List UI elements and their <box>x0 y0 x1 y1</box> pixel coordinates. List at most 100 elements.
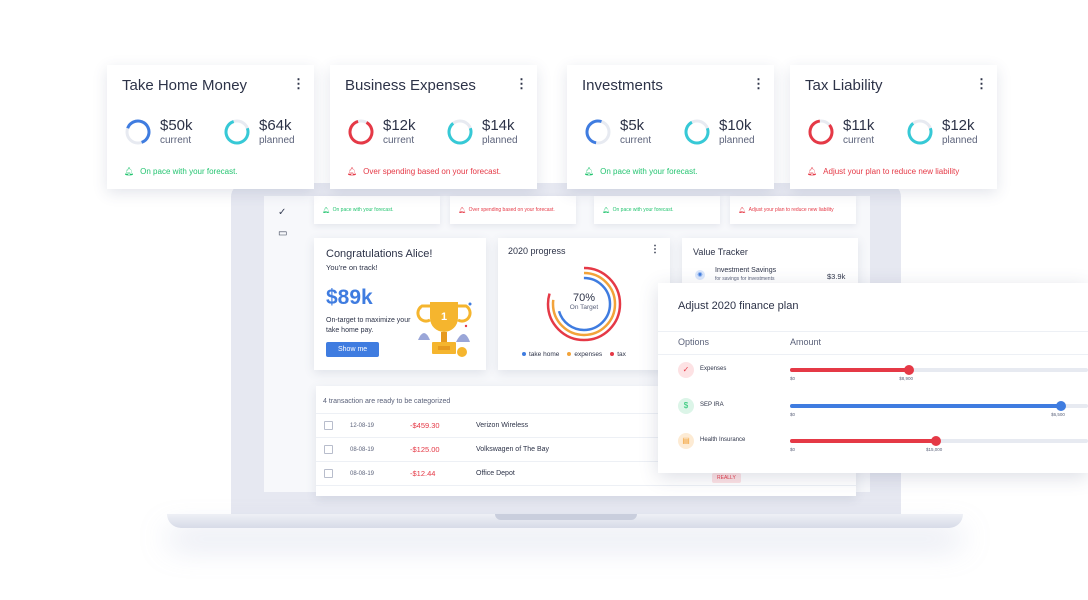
bell-icon: 🔔︎ <box>807 167 818 176</box>
planned-value: $12k <box>942 117 975 134</box>
target-icon: ◉ <box>695 270 705 280</box>
col-amount: Amount <box>790 337 822 347</box>
planned-value: $64k <box>259 117 292 134</box>
row-checkbox[interactable] <box>324 421 333 430</box>
slider-value: $15,000 <box>926 447 943 452</box>
bell-icon: 🔔︎ <box>124 167 135 176</box>
more-menu-icon[interactable]: ⋮ <box>292 76 305 91</box>
card-title: Investments <box>582 77 663 94</box>
tx-merchant: Office Depot <box>476 470 515 477</box>
planned-label: planned <box>719 135 755 146</box>
progress-rings <box>546 266 622 342</box>
tx-merchant: Volkswagen of The Bay <box>476 446 550 453</box>
amount-slider[interactable] <box>790 365 1088 375</box>
status-text: Adjust your plan to reduce new liability <box>823 167 960 176</box>
current-ring-icon <box>125 119 151 144</box>
laptop-base <box>167 514 963 528</box>
tx-amount: -$125.00 <box>410 445 440 454</box>
legend-dot <box>567 352 572 357</box>
plan-row-expenses: ✓ Expenses $0 $8,900 <box>658 355 1088 385</box>
checkmark-icon[interactable]: ✓ <box>278 207 287 218</box>
progress-title: 2020 progress <box>508 246 566 256</box>
status-text: On pace with your forecast. <box>600 167 698 176</box>
current-label: current <box>160 135 192 146</box>
amount-slider[interactable] <box>790 436 1088 446</box>
more-menu-icon[interactable]: ⋮ <box>752 76 765 91</box>
summary-card-business-expenses: Business Expenses ⋮ $12k current $14k plan… <box>330 65 537 189</box>
show-me-button[interactable]: Show me <box>326 341 380 357</box>
slider-min: $0 <box>790 376 796 381</box>
slider-min: $0 <box>790 447 796 452</box>
card-status: 🔔︎ Over spending based on your forecast. <box>347 167 501 176</box>
current-label: current <box>383 135 415 146</box>
plan-row-health-insurance: ▤ Health Insurance $0 $15,000 <box>658 426 1088 456</box>
summary-card-tax-liability: Tax Liability ⋮ $11k current $12k planned … <box>790 65 997 189</box>
congrats-subtitle: You're on track! <box>326 263 378 272</box>
dollar-icon: $ <box>678 398 694 414</box>
current-metric: $12k current <box>347 117 416 146</box>
calendar-icon[interactable]: ▭ <box>278 228 288 239</box>
svg-text:1: 1 <box>441 311 447 323</box>
finance-plan-panel: Adjust 2020 finance plan Options Amount … <box>658 283 1088 473</box>
status-badge: REALLY <box>712 473 741 483</box>
plan-row-label: Expenses <box>700 366 727 372</box>
amount-slider[interactable] <box>790 401 1088 411</box>
tx-amount: -$12.44 <box>410 469 436 478</box>
more-menu-icon[interactable]: ⋮ <box>515 76 528 91</box>
card-title: Business Expenses <box>345 77 476 94</box>
bell-icon: 🔔︎ <box>738 207 746 214</box>
col-options: Options <box>678 337 710 347</box>
current-ring-icon <box>808 119 834 144</box>
mini-status-text: Over spending based on your forecast. <box>468 207 555 213</box>
more-menu-icon[interactable]: ⋮ <box>650 244 660 255</box>
status-text: On pace with your forecast. <box>140 167 238 176</box>
planned-label: planned <box>942 135 978 146</box>
tracker-item-sub: for savings for investments <box>715 276 775 282</box>
progress-percent: 70% <box>572 292 596 304</box>
card-status: 🔔︎ Adjust your plan to reduce new liabili… <box>807 167 959 176</box>
slider-handle[interactable] <box>931 436 942 446</box>
slider-fill <box>790 404 1062 408</box>
progress-legend: take home expenses tax <box>522 351 626 358</box>
current-ring-icon <box>348 119 374 144</box>
tracker-item-label: Investment Savings <box>715 267 777 274</box>
congrats-amount: $89k <box>326 286 373 309</box>
plan-row-label: Health Insurance <box>700 437 746 443</box>
current-value: $11k <box>843 117 875 134</box>
trophy-icon: 1 <box>416 302 472 357</box>
planned-metric: $14k planned <box>446 117 518 146</box>
slider-min: $0 <box>790 412 796 417</box>
tx-date: 08-08-19 <box>350 446 375 453</box>
planned-label: planned <box>482 135 518 146</box>
status-text: Over spending based on your forecast. <box>363 167 502 176</box>
row-checkbox[interactable] <box>324 469 333 478</box>
laptop-notch <box>495 514 637 520</box>
plan-row-sep-ira: $ SEP IRA $0 $6,500 <box>658 391 1088 421</box>
more-menu-icon[interactable]: ⋮ <box>975 76 988 91</box>
finance-plan-title: Adjust 2020 finance plan <box>678 300 799 312</box>
tracker-value: $3.9k <box>827 272 846 281</box>
congrats-note: On-target to maximize your take home pay… <box>326 317 411 334</box>
card-status: 🔔︎ On pace with your forecast. <box>124 167 238 176</box>
legend-item: tax <box>610 351 626 358</box>
bell-icon: 🔔︎ <box>322 207 330 214</box>
checkmark-icon: ✓ <box>678 362 694 378</box>
table-row[interactable]: 12-08-19 -$459.30 Verizon Wireless <box>316 414 856 438</box>
planned-metric: $64k planned <box>223 117 295 146</box>
card-status: 🔔︎ On pace with your forecast. <box>584 167 698 176</box>
bell-icon: 🔔︎ <box>347 167 358 176</box>
slider-handle[interactable] <box>904 365 915 375</box>
slider-handle[interactable] <box>1056 401 1067 411</box>
row-checkbox[interactable] <box>324 445 333 454</box>
bell-icon: 🔔︎ <box>602 207 610 214</box>
card-title: Take Home Money <box>122 77 248 94</box>
current-metric: $5k current <box>584 117 651 146</box>
table-row[interactable]: 08-08-19 -$125.00 Volkswagen of The Bay <box>316 438 856 462</box>
table-row[interactable]: 08-08-19 -$12.44 Office Depot <box>316 462 856 486</box>
congrats-panel: Congratulations Alice! You're on track! … <box>314 238 486 370</box>
planned-ring-icon <box>684 119 710 144</box>
mini-status-card: 🔔︎ Adjust your plan to reduce new liabil… <box>730 196 856 224</box>
card-title: Tax Liability <box>805 77 883 94</box>
current-label: current <box>620 135 652 146</box>
planned-ring-icon <box>907 119 933 144</box>
